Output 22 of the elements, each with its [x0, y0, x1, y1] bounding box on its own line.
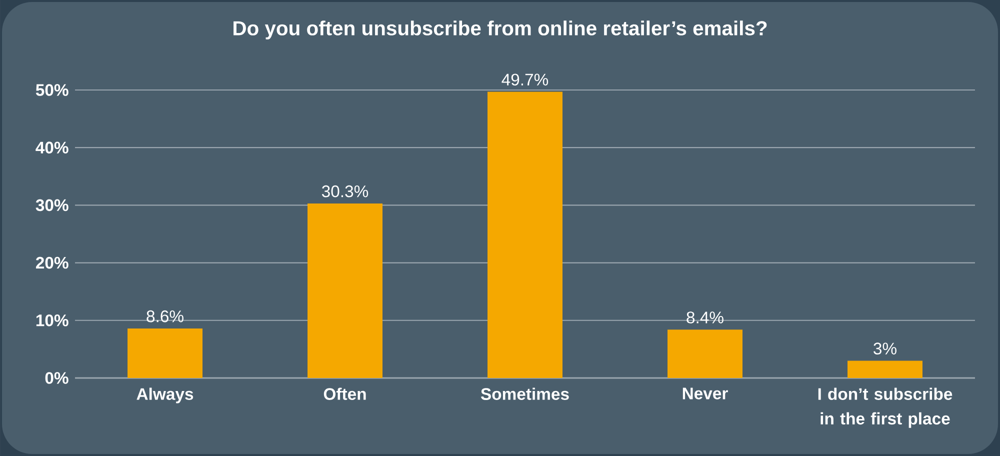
chart-title: Do you often unsubscribe from online retailer’s emails? [234, 20, 767, 40]
y-tick-label: 0% [45, 372, 68, 384]
x-tick-label: Sometimes [480, 388, 569, 400]
y-tick-label: 50% [36, 84, 68, 96]
data-label: 8.6% [146, 310, 184, 322]
y-tick-label: 20% [36, 256, 68, 269]
data-label: 3% [874, 342, 896, 354]
data-label: 8.4% [686, 312, 724, 324]
data-label: 30.3% [322, 185, 368, 198]
x-tick-label: I don’t subscribe in the first place [818, 388, 952, 428]
bar [488, 92, 562, 378]
data-label: 49.7% [502, 74, 548, 86]
x-tick-label: Always [136, 388, 194, 404]
y-tick-label: 40% [36, 142, 68, 154]
bar [308, 203, 383, 378]
bar [128, 328, 203, 378]
x-tick-label: Often [324, 388, 366, 400]
y-tick-label: 10% [36, 314, 68, 326]
y-tick-label: 30% [36, 199, 68, 212]
x-tick-label: Never [682, 388, 728, 400]
bar [847, 360, 922, 378]
bar [667, 330, 742, 378]
